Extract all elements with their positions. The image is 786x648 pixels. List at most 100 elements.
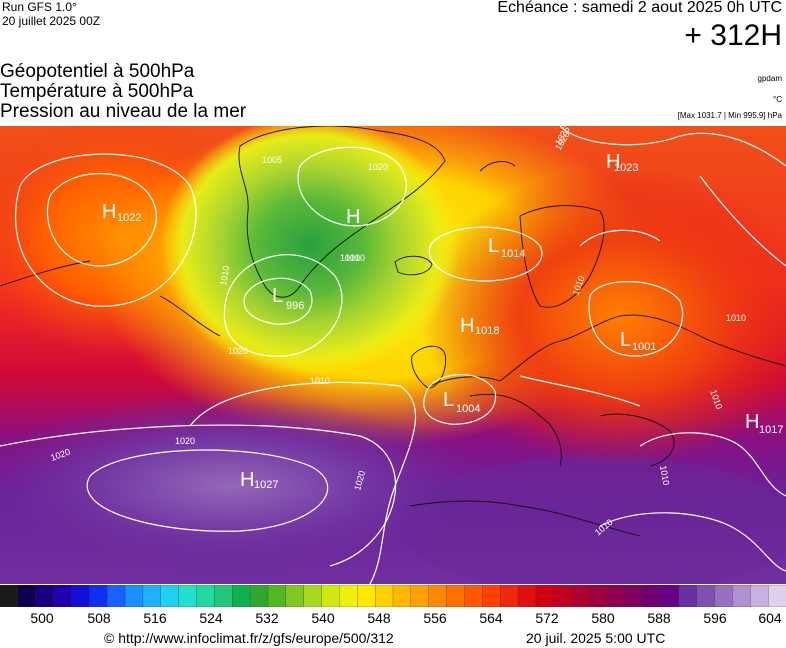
color-swatch [714, 585, 733, 607]
scale-label: 580 [591, 610, 615, 626]
isobar-label: 1010 [658, 465, 671, 486]
color-swatch [285, 585, 305, 607]
pressure-value: 1014 [501, 248, 525, 260]
color-swatch [232, 585, 251, 607]
color-swatch [678, 585, 698, 607]
isobar-label: 1010 [310, 376, 330, 386]
color-swatch [642, 585, 662, 607]
color-swatch [89, 585, 108, 607]
pressure-letter: H [346, 206, 360, 228]
isobar-label: 1005 [262, 155, 282, 165]
color-swatch [107, 585, 126, 607]
color-swatch [17, 585, 37, 607]
isobar-label: 1020 [228, 346, 248, 356]
pressure-letter: L [488, 235, 499, 257]
isobar-label: 1020 [175, 436, 195, 446]
color-swatch [249, 585, 269, 607]
color-swatch [553, 585, 573, 607]
color-swatch [428, 585, 448, 607]
scale-label: 508 [87, 610, 111, 626]
pressure-value: 1022 [117, 212, 141, 224]
color-swatch [267, 585, 287, 607]
isobar-label: 1020 [368, 162, 388, 172]
pressure-value: 1023 [614, 162, 638, 174]
color-swatch [660, 585, 680, 607]
scale-label: 540 [311, 610, 335, 626]
unit-temperature: °C [773, 95, 782, 104]
scale-label: 500 [30, 610, 54, 626]
weather-map: H 1022 L 996 H L 1014 H 1023 H 1018 L 10… [0, 126, 786, 584]
coastlines [0, 126, 786, 537]
color-swatch [35, 585, 55, 607]
color-swatch [607, 585, 626, 607]
color-swatch [464, 585, 483, 607]
lead-time: + 312H [684, 19, 782, 52]
pressure-letter: L [443, 389, 454, 411]
pressure-value: 1001 [632, 341, 656, 353]
pressure-range: [Max 1031.7 | Min 995.9] hPa [677, 111, 782, 120]
pressure-letter: L [620, 329, 631, 351]
pressure-letter: H [460, 315, 474, 337]
scale-label: 524 [199, 610, 223, 626]
pressure-system-markers: H 1022 L 996 H L 1014 H 1023 H 1018 L 10… [102, 151, 783, 491]
color-swatch [500, 585, 519, 607]
pressure-letter: L [272, 285, 283, 307]
color-swatch [517, 585, 537, 607]
color-swatch [535, 585, 555, 607]
color-swatch [750, 585, 769, 607]
pressure-value: 996 [286, 300, 304, 312]
title-pressure: Pression au niveau de la mer [0, 101, 247, 122]
scale-label: 564 [479, 610, 503, 626]
issue-time: 20 juil. 2025 5:00 UTC [526, 630, 666, 646]
color-swatch [71, 585, 90, 607]
isobar-label: 1010 [218, 265, 231, 286]
scale-label: 596 [703, 610, 727, 626]
color-swatch [374, 585, 394, 607]
isobars [0, 126, 786, 584]
color-swatch [142, 585, 162, 607]
scale-label: 532 [255, 610, 279, 626]
color-scale-labels: 500 508 516 524 532 540 548 556 564 572 … [0, 608, 786, 628]
color-swatch [214, 585, 233, 607]
pressure-letter: H [606, 151, 620, 173]
pressure-value: 1017 [759, 424, 783, 436]
pressure-value: 1027 [254, 479, 278, 491]
pressure-letter: H [102, 201, 116, 223]
forecast-valid-time: Echéance : samedi 2 aout 2025 0h UTC [497, 0, 782, 16]
color-swatch [339, 585, 358, 607]
color-scale-bar [0, 585, 786, 607]
color-swatch [410, 585, 430, 607]
color-swatch [303, 585, 322, 607]
title-geopotential: Géopotentiel à 500hPa [0, 61, 195, 82]
scale-label: 604 [758, 610, 782, 626]
color-swatch [196, 585, 215, 607]
color-swatch [625, 585, 644, 607]
title-temperature: Température à 500hPa [0, 81, 194, 102]
color-swatch [446, 585, 465, 607]
pressure-value: 1004 [456, 403, 480, 415]
color-swatch [53, 585, 72, 607]
pressure-value: 1018 [475, 325, 499, 337]
color-swatch [357, 585, 376, 607]
run-date: 20 juillet 2025 00Z [2, 14, 101, 28]
color-swatch [321, 585, 340, 607]
color-swatch [571, 585, 590, 607]
color-swatch [124, 585, 144, 607]
color-swatch [0, 585, 19, 607]
color-swatch [482, 585, 501, 607]
run-label: Run GFS 1.0° [2, 0, 77, 14]
isobar-label: 1010 [340, 253, 360, 263]
isobar-label: 1010 [726, 313, 746, 323]
isobar-label: 1010 [345, 253, 365, 263]
unit-geopotential: gpdam [757, 74, 782, 83]
scale-label: 556 [423, 610, 447, 626]
color-swatch [696, 585, 715, 607]
color-swatch [732, 585, 751, 607]
color-swatch [767, 585, 786, 607]
color-swatch [178, 585, 197, 607]
color-swatch [589, 585, 608, 607]
color-swatch [392, 585, 412, 607]
color-swatch [160, 585, 180, 607]
pressure-letter: H [745, 411, 759, 433]
pressure-letter: H [240, 469, 254, 491]
